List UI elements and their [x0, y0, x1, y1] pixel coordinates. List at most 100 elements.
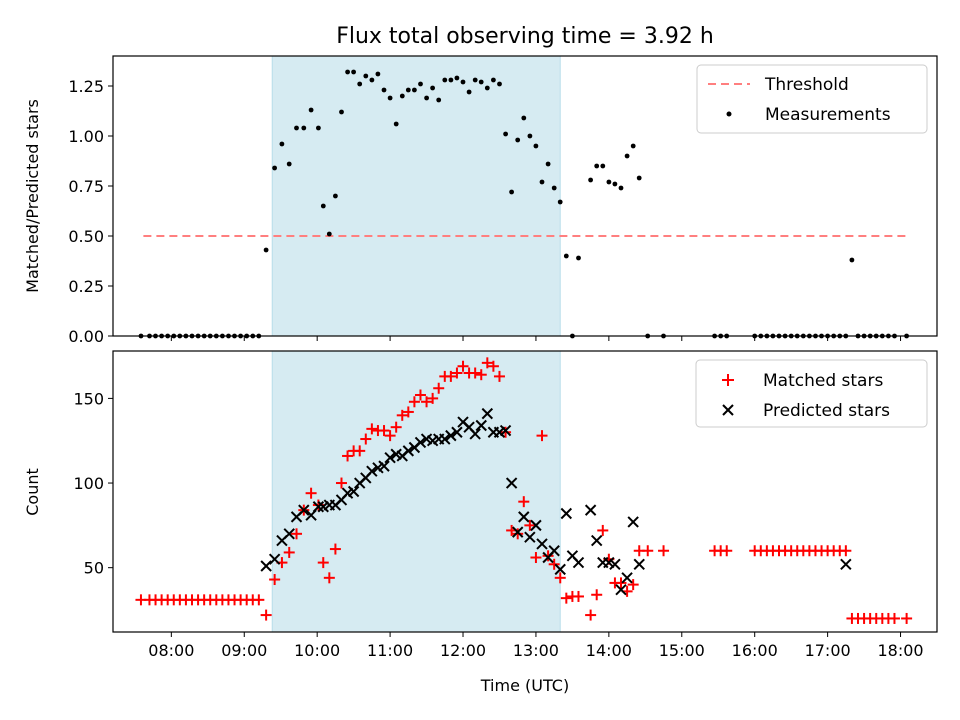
measurement-point [576, 255, 581, 261]
matched-star-point [475, 369, 487, 381]
matched-star-point [291, 528, 303, 540]
predicted-star-point [512, 526, 524, 538]
predicted-star-point [584, 504, 597, 516]
y-tick-label: 0.00 [68, 327, 104, 346]
predicted-star-point [312, 501, 325, 513]
measurement-point [849, 257, 855, 263]
y-tick-label: 1.25 [68, 77, 104, 96]
measurement-point [405, 87, 411, 93]
measurement-point [460, 79, 466, 85]
matched-star-point [591, 589, 603, 601]
measurement-point [333, 193, 338, 199]
legend-measurements-swatch [726, 111, 732, 117]
measurement-point [472, 77, 478, 83]
predicted-star-point [268, 553, 281, 565]
measurement-point [491, 77, 496, 83]
measurement-point [588, 177, 593, 183]
matched-star-point [360, 433, 372, 445]
measurement-point [345, 69, 350, 75]
predicted-star-point [518, 511, 530, 523]
matched-star-point [390, 421, 402, 433]
matched-star-point [260, 609, 272, 621]
measurement-point [369, 77, 375, 83]
x-tick-label: 08:00 [148, 641, 194, 660]
x-tick-label: 15:00 [659, 641, 705, 660]
measurement-point [454, 75, 460, 81]
top-markers [138, 69, 909, 339]
measurement-point [533, 143, 539, 149]
bottom-y-axis-label: Count [23, 468, 42, 516]
measurement-point [339, 109, 344, 115]
matched-star-point [396, 409, 408, 421]
matched-star-point [554, 572, 566, 584]
matched-star-point [500, 426, 512, 438]
measurement-point [600, 163, 606, 169]
predicted-star-point [505, 477, 518, 489]
matched-star-point [542, 550, 554, 562]
matched-star-point [451, 367, 463, 379]
bottom-x-ticks: 08:00 09:00 10:00 11:00 12:00 13:00 14:00 15:00… [148, 632, 924, 660]
matched-star-point [366, 423, 378, 435]
measurement-point [630, 143, 636, 149]
measurement-point [393, 121, 399, 127]
predicted-star-point [530, 519, 542, 532]
predicted-star-point [445, 429, 457, 442]
matched-star-point [642, 545, 654, 557]
measurement-point [316, 125, 321, 131]
top-legend: Threshold Measurements [696, 64, 928, 134]
predicted-star-point [414, 436, 427, 449]
matched-star-point [512, 528, 524, 540]
matched-star-point [615, 577, 627, 589]
bottom-markers-predicted [260, 407, 852, 596]
measurement-point [286, 161, 292, 167]
measurement-point [320, 203, 326, 209]
predicted-star-point [560, 507, 573, 520]
measurement-point [399, 93, 405, 99]
predicted-star-point [366, 465, 378, 477]
y-tick-label: 50 [84, 559, 104, 578]
predicted-star-point [621, 572, 633, 584]
measurement-point [326, 231, 332, 237]
y-tick-label: 0.50 [68, 227, 104, 246]
measurement-point [308, 107, 314, 113]
matched-star-point [433, 382, 445, 394]
top-shaded-region [271, 55, 561, 337]
predicted-star-point [499, 424, 512, 437]
matched-star-point [402, 406, 414, 418]
predicted-star-point [439, 433, 451, 445]
matched-star-point [283, 546, 295, 558]
legend-predicted-label: Predicted stars [763, 401, 890, 421]
matched-star-point [269, 574, 281, 586]
matched-star-point [457, 360, 469, 372]
measurement-point [612, 181, 618, 187]
predicted-star-point [298, 504, 310, 516]
y-tick-label: 0.25 [68, 277, 104, 296]
x-tick-label: 16:00 [732, 641, 778, 660]
x-tick-label: 10:00 [294, 641, 340, 660]
matched-star-point [342, 450, 354, 462]
matched-star-point [530, 552, 542, 564]
measurement-point [618, 185, 624, 191]
matched-star-point [421, 396, 433, 408]
predicted-star-point [469, 428, 481, 440]
y-tick-label: 100 [73, 474, 104, 493]
x-tick-label: 14:00 [586, 641, 632, 660]
matched-star-point [414, 389, 426, 401]
matched-star-point [445, 370, 457, 382]
x-tick-label: 13:00 [513, 641, 559, 660]
legend-predicted-swatch [722, 404, 734, 416]
matched-star-point [572, 590, 584, 602]
measurement-point [263, 247, 269, 253]
top-legend-box [696, 64, 928, 134]
measurement-point [412, 87, 417, 93]
measurement-point [503, 131, 508, 137]
measurement-point [545, 161, 551, 167]
matched-star-point [901, 612, 913, 624]
matched-star-point [627, 579, 639, 591]
predicted-star-point [840, 558, 852, 570]
matched-star-point [840, 545, 852, 557]
x-axis-label: Time (UTC) [480, 676, 569, 695]
matched-star-point [378, 425, 390, 437]
measurement-point [381, 87, 387, 93]
